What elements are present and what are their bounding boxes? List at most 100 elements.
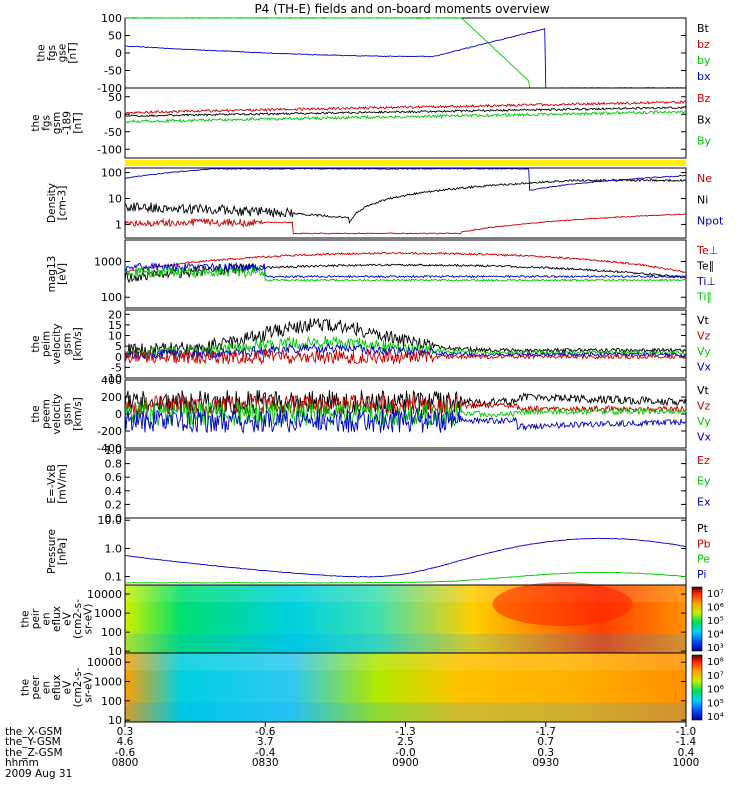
time-axis-row-label: the_X-GSM: [5, 726, 62, 738]
y-axis-label: [km/s]: [72, 327, 84, 361]
y-axis-label: Density: [46, 183, 58, 223]
legend-entry: Ti∥: [696, 291, 712, 304]
spectrogram-band-low: [125, 633, 686, 653]
date-label: 2009 Aug 31: [5, 768, 72, 780]
legend-entry: bx: [697, 70, 711, 83]
y-tick-label: -50: [104, 126, 122, 139]
y-axis-label: gsm: [62, 403, 74, 425]
y-axis-label: fgs: [46, 45, 58, 61]
y-axis-label: the: [20, 679, 32, 696]
x-tick-label: 1000: [673, 757, 700, 769]
x-tick-label: -1.4: [676, 736, 697, 748]
y-tick-label: 10: [108, 645, 122, 658]
series-line: [124, 317, 687, 358]
y-tick-label: 10: [108, 714, 122, 727]
y-tick-label: 1000: [94, 256, 122, 269]
y-tick-label: 400: [101, 374, 122, 387]
panel-efield: 1.00.80.60.40.20.0 E=-VxB[mV/m] Ez Ey Ex: [46, 444, 711, 525]
y-tick-label: 10: [108, 193, 122, 206]
y-axis-label: sr-eV): [83, 604, 95, 635]
legend-entry: Vx: [697, 431, 712, 444]
y-axis-label: gse: [56, 44, 68, 63]
y-axis-label: en: [41, 681, 53, 694]
quality-flag-bar: [125, 160, 686, 166]
colorbar-tick-label: 10⁶: [707, 603, 724, 614]
x-tick-label: -0.6: [115, 747, 136, 759]
spectrogram-hotspot: [492, 582, 633, 627]
colorbar: [691, 654, 703, 721]
y-tick-label: 100: [101, 695, 122, 708]
panel-peir-spec: 10⁷ 10⁶ 10⁵ 10⁴ 10³ 10000 1000 100 10 thepeirenef…: [20, 582, 724, 658]
x-tick-label: 2.5: [397, 736, 414, 748]
y-axis-label: velocity: [51, 323, 63, 364]
y-tick-label: 20: [108, 308, 122, 321]
y-tick-label: -10: [104, 372, 122, 385]
legend-entry: Ex: [697, 495, 711, 508]
colorbar-tick-label: 10⁷: [707, 589, 724, 600]
y-axis-label: peim: [41, 331, 53, 357]
series-line: [124, 400, 687, 427]
time-axis-row-label: the_Y-GSM: [5, 736, 61, 748]
legend-entry: by: [697, 54, 711, 67]
legend-entry: Te∥: [696, 260, 714, 273]
colorbar-tick-label: 10⁵: [707, 616, 724, 627]
panel-temperature: 1000 100 mag13[eV] Te⊥ Te∥ Ti⊥ Ti∥: [46, 239, 718, 309]
y-tick-label: 10000: [87, 588, 122, 601]
y-tick-label: 1000: [94, 676, 122, 689]
x-tick-label: -0.6: [255, 726, 276, 738]
series-line: [124, 110, 687, 124]
y-tick-label: 0: [115, 351, 122, 364]
legend-entry: Pe: [697, 553, 710, 566]
legend-entry: Bz: [697, 92, 711, 105]
y-tick-label: 0: [115, 47, 122, 60]
y-tick-label: -5: [111, 361, 122, 374]
y-tick-label: -100: [97, 82, 122, 95]
y-tick-label: 0.6: [105, 471, 123, 484]
x-tick-label: 3.7: [257, 736, 274, 748]
y-tick-label: -200: [97, 425, 122, 438]
colorbar-tick-label: 10⁸: [707, 657, 724, 668]
y-axis-label: [cm-3]: [56, 186, 68, 221]
y-tick-label: 50: [108, 30, 122, 43]
y-axis-label: [nPa]: [56, 538, 68, 565]
panel-frame: [124, 379, 687, 449]
y-axis-label: sr-eV): [83, 672, 95, 703]
y-tick-label: 15: [108, 319, 122, 332]
y-tick-label: 100: [101, 167, 122, 180]
spectrogram-band-low: [125, 702, 686, 722]
series-line: [124, 537, 687, 578]
x-tick-label: 0900: [392, 757, 419, 769]
y-tick-label: 1: [115, 218, 122, 231]
legend-entry: Vy: [697, 345, 711, 358]
y-axis-label: mag13: [46, 256, 58, 293]
colorbar-tick-label: 10⁷: [707, 671, 724, 682]
y-axis-label: -189: [62, 111, 74, 135]
y-tick-label: 0.1: [105, 571, 123, 584]
legend-entry: Vz: [697, 400, 711, 413]
series-line: [124, 261, 686, 279]
panel-frame: [124, 87, 687, 159]
y-axis-label: eV: [62, 680, 74, 694]
y-axis-label: eV: [62, 611, 74, 625]
legend-entry: Ti⊥: [696, 275, 716, 288]
panel-peer-spec: 10⁸ 10⁷ 10⁶ 10⁵ 10⁴ 10000 1000 100 10 thepeerenef…: [20, 652, 724, 727]
x-tick-label: -0.0: [395, 747, 416, 759]
y-tick-label: 100: [101, 291, 122, 304]
legend-entry: Ne: [697, 172, 712, 185]
panel-frame: [124, 449, 687, 519]
series-line: [124, 251, 687, 274]
x-tick-label: -1.3: [395, 726, 416, 738]
panel-frame: [124, 239, 687, 309]
series-line: [124, 213, 687, 235]
legend-entry: Bt: [697, 22, 710, 35]
x-tick-label: 0.3: [117, 726, 134, 738]
series-line: [124, 349, 687, 366]
legend-entry: Vz: [697, 330, 711, 343]
legend-entry: Te⊥: [696, 244, 718, 257]
x-tick-label: 0.7: [537, 736, 554, 748]
y-tick-label: 0.4: [105, 485, 123, 498]
panel-frame: [124, 517, 687, 586]
